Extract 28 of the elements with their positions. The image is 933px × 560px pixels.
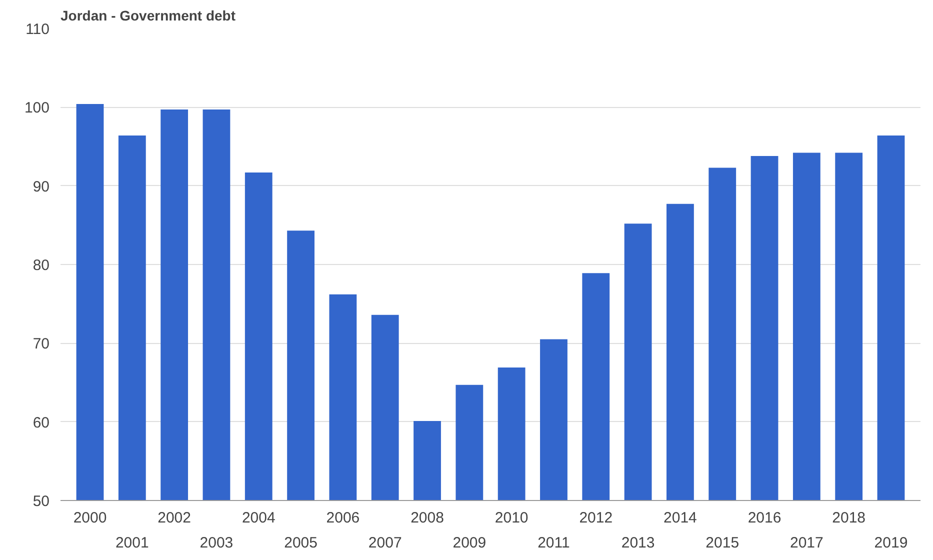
x-tick-label: 2019 bbox=[874, 534, 908, 552]
x-tick-label: 2012 bbox=[579, 510, 613, 526]
y-tick-label: 70 bbox=[32, 336, 50, 353]
x-tick-label: 2009 bbox=[452, 534, 486, 552]
y-tick-label: 60 bbox=[32, 414, 50, 432]
x-tick-label: 2011 bbox=[538, 534, 570, 552]
x-tick-label: 2014 bbox=[664, 510, 697, 526]
y-tick-label: 50 bbox=[32, 493, 50, 510]
x-tick-label: 2013 bbox=[621, 534, 655, 552]
x-tick-label: 2003 bbox=[200, 534, 234, 552]
y-tick-label: 110 bbox=[26, 21, 50, 38]
x-tick-label: 2008 bbox=[410, 510, 444, 526]
x-tick-label: 2015 bbox=[706, 534, 740, 552]
x-tick-label: 2018 bbox=[832, 510, 866, 526]
y-tick-label: 100 bbox=[24, 100, 50, 117]
x-tick-label: 2001 bbox=[115, 534, 149, 552]
x-tick-label: 2000 bbox=[73, 510, 107, 526]
x-tick-label: 2017 bbox=[790, 534, 824, 552]
y-tick-label: 90 bbox=[32, 178, 50, 196]
x-tick-label: 2004 bbox=[242, 510, 276, 526]
chart-title: Jordan - Government debt bbox=[60, 8, 236, 24]
x-tick-label: 2007 bbox=[368, 534, 402, 552]
x-tick-label: 2010 bbox=[494, 510, 528, 526]
y-tick-label: 80 bbox=[32, 257, 50, 274]
x-tick-label: 2002 bbox=[158, 510, 192, 526]
x-tick-label: 2006 bbox=[326, 510, 360, 526]
x-tick-label: 2005 bbox=[284, 534, 318, 552]
x-tick-label: 2016 bbox=[748, 510, 782, 526]
